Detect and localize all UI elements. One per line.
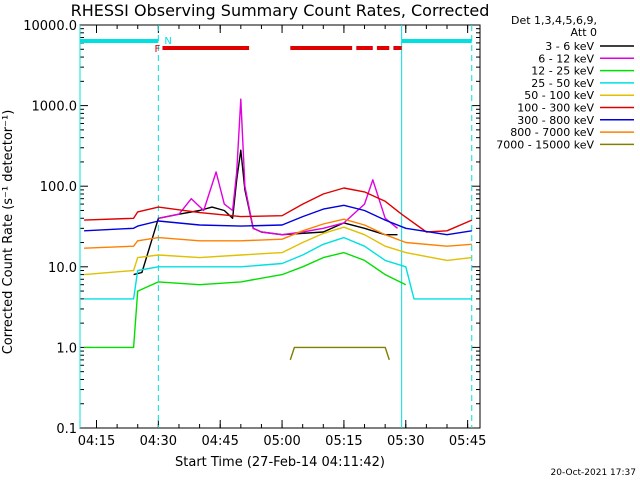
plot-area: 0.1 1.0 10.0 100.0 1000.0 10000.0 04:15 04:30 04… <box>23 19 486 449</box>
legend-label: 25 - 50 keV <box>531 77 594 90</box>
legend-header: Att 0 <box>571 26 597 39</box>
series-line-2 <box>158 98 398 236</box>
y-tick-label: 0.1 <box>56 422 77 437</box>
x-tick-label: 05:00 <box>263 434 300 449</box>
series-line-6 <box>84 187 473 233</box>
y-tick-label: 100.0 <box>40 180 77 195</box>
x-tick-label: 04:30 <box>140 434 177 449</box>
y-tick-label: 10.0 <box>48 261 77 276</box>
footer-timestamp: 20-Oct-2021 17:37 <box>551 468 636 478</box>
series-line-9 <box>289 346 390 361</box>
x-tick-label: 05:45 <box>449 434 486 449</box>
flare-flag-label: F <box>154 44 160 55</box>
legend-label: 12 - 25 keV <box>531 65 594 78</box>
y-tick-label: 1.0 <box>56 341 77 356</box>
y-axis-label: Corrected Count Rate (s⁻¹ detector⁻¹) <box>1 110 16 355</box>
legend-label: 3 - 6 keV <box>545 40 594 53</box>
x-tick-label: 04:15 <box>78 434 115 449</box>
legend-label: 100 - 300 keV <box>517 102 594 115</box>
legend-label: 7000 - 15000 keV <box>496 138 594 151</box>
series-line-7 <box>84 204 472 236</box>
legend-label: 300 - 800 keV <box>517 114 594 127</box>
legend-label: 800 - 7000 keV <box>510 126 594 139</box>
chart-title: RHESSI Observing Summary Count Rates, Co… <box>71 1 490 20</box>
x-tick-label: 04:45 <box>201 434 238 449</box>
legend-label: 6 - 12 keV <box>538 52 594 65</box>
x-tick-label: 05:15 <box>325 434 362 449</box>
night-flag-label: N <box>164 36 171 47</box>
x-tick-label: 05:30 <box>387 434 424 449</box>
series-line-4 <box>84 236 472 300</box>
series-line-5 <box>84 226 472 276</box>
series-line-3 <box>84 251 407 349</box>
y-tick-label: 1000.0 <box>32 100 78 115</box>
legend-label: 50 - 100 keV <box>524 89 594 102</box>
legend-header: Det 1,3,4,5,6,9, <box>511 14 597 27</box>
y-tick-label: 10000.0 <box>23 19 77 34</box>
x-axis-label: Start Time (27-Feb-14 04:11:42) <box>175 455 385 470</box>
series-line-8 <box>84 218 472 249</box>
